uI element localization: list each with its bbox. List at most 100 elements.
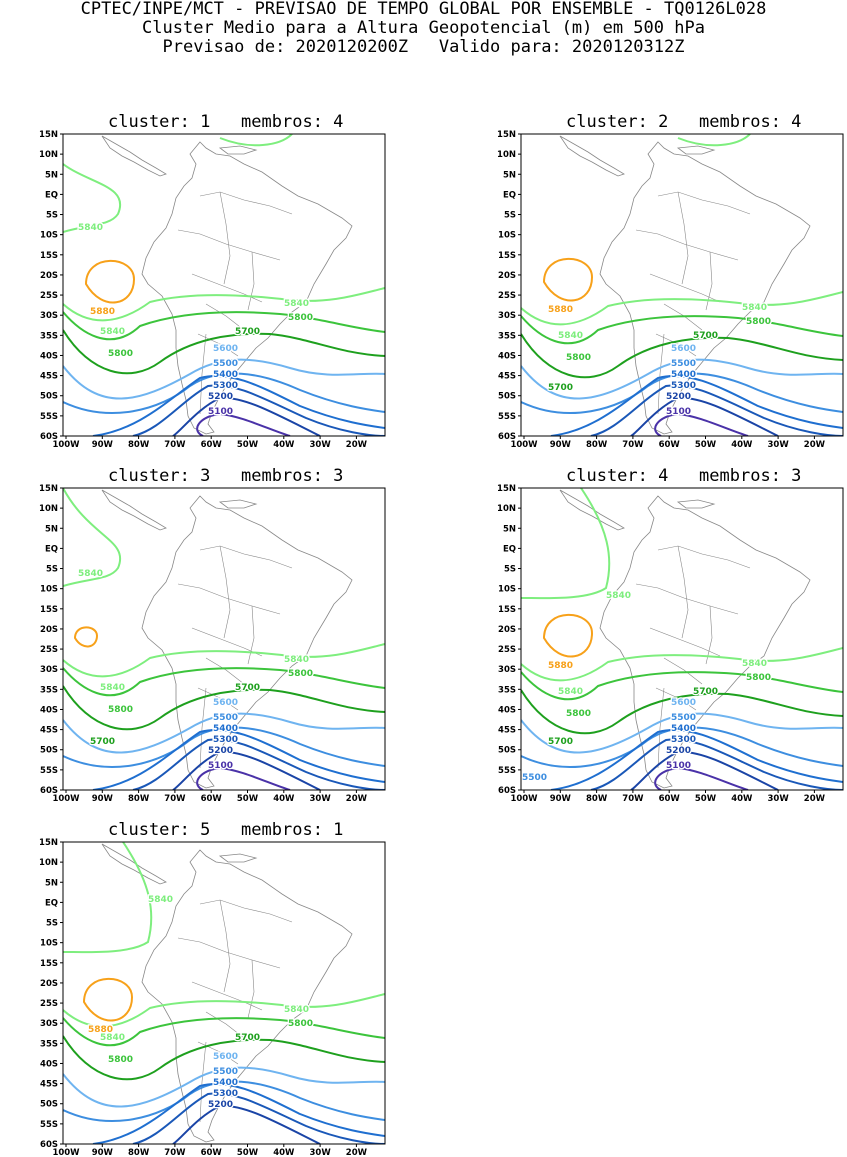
lon-tick-label: 50W <box>237 1148 259 1157</box>
contour-5880 <box>84 259 136 304</box>
lat-tick-label: EQ <box>503 544 516 554</box>
contour-label-5300: 5300 <box>213 381 238 391</box>
lon-tick-label: 40W <box>273 794 295 804</box>
lon-tick-label: 90W <box>92 440 114 450</box>
contour-label-5840: 5840 <box>284 299 309 309</box>
lat-tick-label: 15S <box>498 251 516 261</box>
lon-tick-label: 60W <box>201 440 223 450</box>
contour-label-5300: 5300 <box>671 735 696 745</box>
lat-tick-label: 10S <box>498 585 516 595</box>
contour-label-5400: 5400 <box>213 370 238 380</box>
lat-tick-label: 10N <box>39 150 58 160</box>
lat-tick-label: 50S <box>40 1100 58 1110</box>
south-america-outline <box>141 849 353 1143</box>
central-america-outline <box>559 135 625 177</box>
contour-label-5600: 5600 <box>213 344 238 354</box>
lat-tick-label: 5S <box>504 211 516 221</box>
country-border <box>649 627 721 657</box>
lon-tick-label: 70W <box>164 440 186 450</box>
lat-tick-label: EQ <box>45 190 58 200</box>
contour-label-5800: 5800 <box>566 353 591 363</box>
map-content <box>521 488 843 790</box>
contour-label-5840: 5840 <box>148 895 173 905</box>
lat-tick-label: 40S <box>498 351 516 361</box>
contour-label-5700: 5700 <box>548 383 573 393</box>
central-america-outline <box>101 843 167 885</box>
lat-tick-label: 5N <box>503 524 516 534</box>
lat-tick-label: 5S <box>504 565 516 575</box>
contour-5840 <box>219 134 293 147</box>
lat-tick-label: EQ <box>45 544 58 554</box>
contour-5400 <box>550 728 843 790</box>
lon-tick-label: 50W <box>237 440 259 450</box>
contour-5600 <box>63 712 385 754</box>
central-america-outline <box>101 489 167 531</box>
caribbean-island-outline <box>676 145 716 155</box>
lon-tick-label: 100W <box>52 1148 80 1157</box>
contour-label-5800: 5800 <box>288 669 313 679</box>
contour-label-5700: 5700 <box>235 327 260 337</box>
contour-5600 <box>63 1066 385 1108</box>
lat-tick-label: 5S <box>46 565 58 575</box>
lat-tick-label: 20S <box>40 979 58 989</box>
south-america-outline <box>141 141 353 435</box>
country-border <box>247 605 255 665</box>
country-border <box>197 1041 239 1065</box>
lat-tick-label: 60S <box>40 1140 58 1150</box>
panel-3-title: cluster: 3 membros: 3 <box>108 466 344 486</box>
contour-label-5700: 5700 <box>90 737 115 747</box>
contour-5300 <box>132 384 385 436</box>
lat-tick-label: 45S <box>40 1080 58 1090</box>
country-border <box>199 687 207 769</box>
contour-5200 <box>172 1104 321 1144</box>
caribbean-island-outline <box>218 853 258 863</box>
lat-tick-label: 15S <box>40 959 58 969</box>
lat-tick-label: 15N <box>39 130 58 140</box>
country-border <box>635 229 739 261</box>
caribbean-island-outline <box>676 499 716 509</box>
contour-5100 <box>654 412 749 436</box>
lat-tick-label: 5S <box>46 919 58 929</box>
lat-tick-label: 20S <box>40 625 58 635</box>
lat-tick-label: 25S <box>498 291 516 301</box>
contour-label-5800: 5800 <box>108 349 133 359</box>
central-america-outline <box>559 489 625 531</box>
contour-label-5880: 5880 <box>548 305 573 315</box>
lat-tick-label: 45S <box>498 726 516 736</box>
caribbean-island-outline <box>218 145 258 155</box>
map-frame <box>520 487 844 791</box>
lat-tick-label: 55S <box>498 412 516 422</box>
contour-5300 <box>590 384 843 436</box>
contour-label-5600: 5600 <box>671 698 696 708</box>
contour-5700 <box>63 1035 385 1081</box>
figure-title-line3: Previsao de: 2020120200Z Valido para: 20… <box>162 37 685 57</box>
lon-tick-label: 70W <box>164 1148 186 1157</box>
map-frame <box>520 133 844 437</box>
contour-label-5840: 5840 <box>100 1033 125 1043</box>
map-frame <box>62 487 386 791</box>
lat-tick-label: 15N <box>39 484 58 494</box>
contour-label-5400: 5400 <box>213 724 238 734</box>
contour-5840 <box>677 134 751 147</box>
lat-tick-label: 10N <box>39 504 58 514</box>
contour-label-5200: 5200 <box>666 746 691 756</box>
contour-label-5100: 5100 <box>208 407 233 417</box>
lat-tick-label: 5N <box>503 170 516 180</box>
country-border <box>191 273 263 303</box>
country-border <box>197 333 239 357</box>
lat-tick-label: 35S <box>498 685 516 695</box>
lat-tick-label: 35S <box>40 1039 58 1049</box>
contour-5100 <box>196 412 291 436</box>
map-content <box>63 488 385 790</box>
contour-label-5300: 5300 <box>213 1089 238 1099</box>
lat-tick-label: 55S <box>40 1120 58 1130</box>
lon-tick-label: 70W <box>164 794 186 804</box>
contour-label-5100: 5100 <box>208 761 233 771</box>
lon-tick-label: 20W <box>804 794 826 804</box>
lon-tick-label: 90W <box>92 1148 114 1157</box>
lon-tick-label: 60W <box>659 794 681 804</box>
country-border <box>199 899 293 923</box>
country-border <box>635 583 739 615</box>
contour-5800 <box>63 311 385 341</box>
